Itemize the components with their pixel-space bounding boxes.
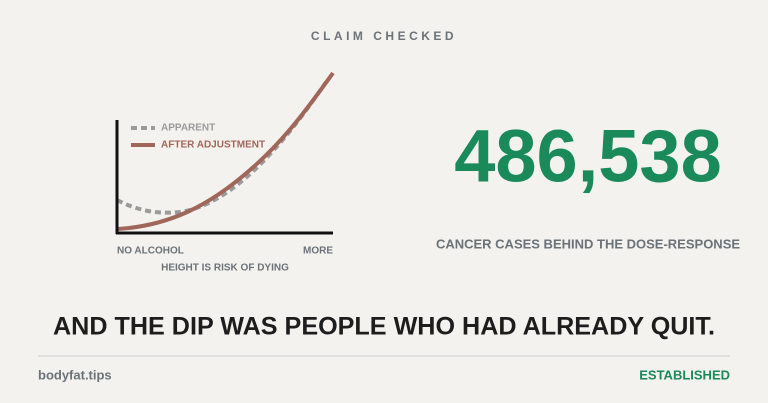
illustration: APPARENT AFTER ADJUSTMENT NO ALCOHOL MOR… [115, 71, 335, 274]
headline: AND THE DIP WAS PEOPLE WHO HAD ALREADY Q… [53, 313, 715, 341]
legend-label: APPARENT [161, 123, 215, 134]
stat-label: CANCER CASES BEHIND THE DOSE-RESPONSE [436, 236, 740, 251]
adjusted-curve [116, 71, 335, 231]
kicker: CLAIM CHECKED [311, 29, 457, 43]
verdict: ESTABLISHED [639, 367, 730, 382]
x-label: MORE [303, 246, 333, 257]
caption: HEIGHT IS RISK OF DYING [161, 263, 289, 274]
site-name: bodyfat.tips [38, 367, 112, 382]
x-label: NO ALCOHOL [117, 246, 184, 257]
stat-value: 486,538 [454, 115, 722, 198]
legend-label: AFTER ADJUSTMENT [161, 140, 265, 151]
